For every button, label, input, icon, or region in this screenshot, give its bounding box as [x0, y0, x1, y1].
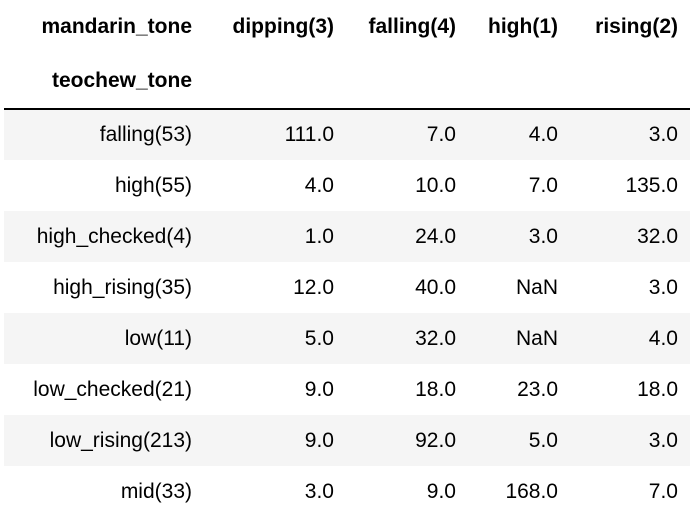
table-cell: 3.0 [648, 123, 678, 146]
table-cell: 3.0 [528, 224, 558, 248]
table-row: low_rising(213) 9.0 92.0 5.0 3.0 [4, 415, 690, 466]
table-cell: 10.0 [415, 173, 456, 197]
table-cell: 111.0 [284, 123, 334, 146]
index-name-label: teochew_tone [4, 54, 204, 110]
table-cell: 12.0 [293, 275, 334, 299]
columns-name-label: mandarin_tone [41, 15, 192, 38]
column-header: high(1) [488, 15, 558, 38]
table-cell: 9.0 [426, 479, 456, 503]
table-row: low_checked(21) 9.0 18.0 23.0 18.0 [4, 364, 690, 415]
table-cell: 168.0 [505, 479, 558, 503]
column-header-row: mandarin_tone dipping(3) falling(4) high… [4, 0, 690, 54]
table-cell: 135.0 [625, 173, 678, 197]
table-cell: NaN [515, 275, 558, 299]
table-cell: 9.0 [304, 428, 334, 452]
column-header: dipping(3) [232, 15, 334, 38]
table-row: high_rising(35) 12.0 40.0 NaN 3.0 [4, 262, 690, 313]
row-index-label: high_checked(4) [36, 224, 192, 248]
dataframe-table: mandarin_tone dipping(3) falling(4) high… [4, 0, 690, 517]
table-cell: 18.0 [637, 377, 678, 401]
table-row: mid(33) 3.0 9.0 168.0 7.0 [4, 466, 690, 517]
table-cell: 3.0 [304, 479, 334, 503]
table-cell: 40.0 [415, 275, 456, 299]
empty-header-cell [346, 54, 468, 110]
row-index-label: high_rising(35) [53, 275, 192, 299]
table-cell: 9.0 [304, 377, 334, 401]
column-header: falling(4) [368, 15, 457, 38]
table-cell: 7.0 [528, 173, 558, 197]
row-index-label: low(11) [124, 326, 192, 350]
table-cell: 7.0 [426, 123, 456, 146]
table-row: falling(53) 111.0 7.0 4.0 3.0 [4, 109, 690, 160]
table-cell: 18.0 [415, 377, 456, 401]
table-row: low(11) 5.0 32.0 NaN 4.0 [4, 313, 690, 364]
empty-header-cell [570, 54, 690, 110]
column-header: rising(2) [595, 15, 678, 38]
table-cell: 23.0 [517, 377, 558, 401]
table-cell: 5.0 [304, 326, 334, 350]
table-body: falling(53) 111.0 7.0 4.0 3.0 high(55) 4… [4, 109, 690, 517]
row-index-label: low_checked(21) [33, 377, 192, 401]
table-header: mandarin_tone dipping(3) falling(4) high… [4, 0, 690, 110]
table-cell: NaN [515, 326, 558, 350]
table-row: high(55) 4.0 10.0 7.0 135.0 [4, 160, 690, 211]
table-cell: 4.0 [648, 326, 678, 350]
table-cell: 24.0 [415, 224, 456, 248]
row-index-label: falling(53) [99, 123, 192, 146]
table-cell: 3.0 [648, 275, 678, 299]
index-name-row: teochew_tone [4, 54, 690, 110]
table-row: high_checked(4) 1.0 24.0 3.0 32.0 [4, 211, 690, 262]
table-cell: 3.0 [648, 428, 678, 452]
row-index-label: low_rising(213) [49, 428, 192, 452]
row-index-label: high(55) [114, 173, 192, 197]
table-cell: 32.0 [415, 326, 456, 350]
table-cell: 1.0 [304, 224, 334, 248]
table-cell: 4.0 [304, 173, 334, 197]
table-cell: 92.0 [415, 428, 456, 452]
table-cell: 5.0 [528, 428, 558, 452]
empty-header-cell [204, 54, 346, 110]
table-cell: 32.0 [637, 224, 678, 248]
table-cell: 4.0 [528, 123, 558, 146]
row-index-label: mid(33) [120, 479, 192, 503]
table-cell: 7.0 [648, 479, 678, 503]
empty-header-cell [468, 54, 570, 110]
